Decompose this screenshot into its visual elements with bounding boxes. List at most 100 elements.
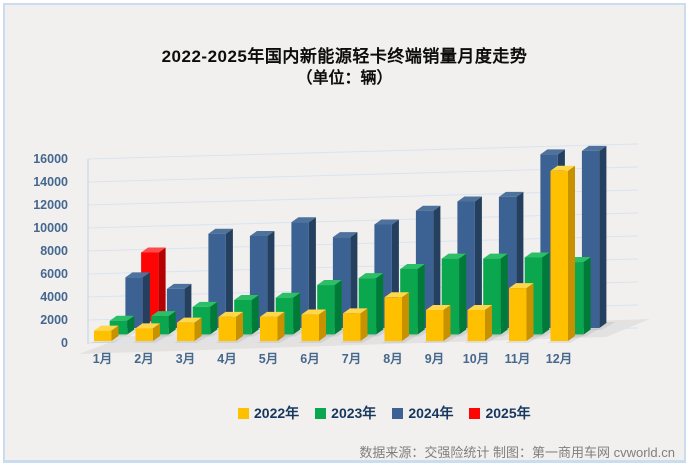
bar-side-2023年-5月 <box>293 292 301 335</box>
bar-top-2024年-10月 <box>498 191 524 197</box>
bar-side-2024年-2月 <box>184 283 192 328</box>
bar-top-2022年-4月 <box>218 311 243 317</box>
bar-top-2023年-3月 <box>192 301 218 307</box>
bar-side-2022年-1月 <box>111 325 119 341</box>
legend-label-2024: 2024年 <box>408 405 454 421</box>
bar-top-2024年-8月 <box>415 205 441 211</box>
legend-swatch-2025 <box>469 407 481 419</box>
bar-side-2022年-6月 <box>319 309 326 341</box>
bar-2022年-3月 <box>177 322 195 341</box>
bar-side-2023年-3月 <box>210 301 218 335</box>
bar-2022年-4月 <box>218 316 236 341</box>
x-tick-label: 12月 <box>546 352 572 366</box>
bar-side-2023年-9月 <box>459 253 467 335</box>
x-tick-label: 3月 <box>176 352 195 366</box>
bar-top-2023年-4月 <box>234 295 259 300</box>
bar-top-2024年-1月 <box>125 272 150 278</box>
bar-top-2023年-10月 <box>483 253 508 259</box>
bar-top-2022年-1月 <box>94 325 119 331</box>
bar-top-2024年-7月 <box>374 219 399 225</box>
bar-side-2024年-6月 <box>350 232 358 328</box>
y-tick-label: 16000 <box>33 152 68 166</box>
bar-side-2023年-12月 <box>583 257 591 335</box>
bar-side-2022年-3月 <box>194 317 202 341</box>
bar-side-2022年-10月 <box>485 304 492 341</box>
bar-side-2022年-12月 <box>568 165 575 341</box>
x-tick-label: 7月 <box>342 352 361 366</box>
bar-side-2024年-5月 <box>308 217 316 328</box>
bar-top-2023年-7月 <box>358 273 384 279</box>
legend-swatch-2022 <box>238 407 249 419</box>
y-tick-label: 4000 <box>40 290 68 304</box>
bar-top-2024年-6月 <box>332 232 358 238</box>
legend-item-2023: 2023年 <box>315 403 376 423</box>
bar-top-2023年-6月 <box>317 280 342 286</box>
bar-side-2022年-4月 <box>236 311 243 341</box>
bar-side-2022年-11月 <box>526 283 534 341</box>
bar-top-2024年-3月 <box>208 228 233 234</box>
bar-side-2023年-2月 <box>168 311 176 335</box>
bar-top-2024年-2月 <box>166 283 192 289</box>
bar-side-2024年-4月 <box>267 231 275 328</box>
bar-side-2022年-2月 <box>153 323 160 341</box>
y-tick-label: 8000 <box>40 244 68 258</box>
bar-top-2024年-11月 <box>540 149 565 155</box>
bar-2024年-1月 <box>125 277 143 328</box>
bar-top-2023年-2月 <box>151 311 176 317</box>
bar-top-2022年-3月 <box>177 317 202 323</box>
legend-swatch-2023 <box>315 407 327 419</box>
bar-side-2023年-7月 <box>376 273 384 335</box>
x-tick-label: 5月 <box>259 352 278 366</box>
bar-side-2022年-5月 <box>277 311 285 341</box>
bar-top-2024年-9月 <box>457 196 482 202</box>
bar-side-2023年-1月 <box>127 315 135 335</box>
bar-top-2022年-5月 <box>260 311 285 317</box>
chart-title: 2022-2025年国内新能源轻卡终端销量月度走势 <box>161 47 528 66</box>
y-tick-label: 6000 <box>40 267 68 281</box>
bar-side-2024年-8月 <box>433 205 441 328</box>
bar-2022年-6月 <box>301 314 319 341</box>
bar-top-2023年-8月 <box>400 263 425 269</box>
bar-top-2024年-4月 <box>249 231 275 236</box>
bar-top-2022年-10月 <box>467 304 492 310</box>
legend-item-2024: 2024年 <box>392 403 453 423</box>
y-tick-label: 10000 <box>33 221 68 235</box>
bar-2022年-11月 <box>509 288 527 341</box>
bar-side-2022年-8月 <box>402 292 409 341</box>
x-tick-label: 6月 <box>300 352 319 366</box>
bar-2022年-9月 <box>426 309 444 341</box>
bar-2022年-1月 <box>94 330 112 341</box>
bar-2022年-12月 <box>550 170 568 341</box>
bar-side-2024年-9月 <box>474 196 482 328</box>
bar-top-2023年-1月 <box>109 315 135 321</box>
bar-2022年-5月 <box>260 316 278 341</box>
bar-side-2024年-1月 <box>142 272 150 328</box>
legend-label-2022: 2022年 <box>254 405 300 421</box>
x-tick-label: 1月 <box>93 352 112 366</box>
bar-side-2024年-12月 <box>599 145 607 328</box>
x-tick-label: 11月 <box>505 352 531 366</box>
bar-2022年-2月 <box>135 328 153 341</box>
legend-label-2025: 2025年 <box>485 405 531 421</box>
bar-top-2022年-2月 <box>135 323 160 329</box>
bar-top-2022年-12月 <box>550 165 575 171</box>
bar-top-2022年-7月 <box>343 308 368 314</box>
y-tick-label: 2000 <box>40 313 68 327</box>
y-tick-label: 12000 <box>33 198 68 212</box>
chart-subtitle: （单位：辆） <box>296 70 393 88</box>
bar-top-2023年-11月 <box>524 252 550 258</box>
legend-swatch-2024 <box>392 407 404 419</box>
legend-item-2022: 2022年 <box>238 403 299 423</box>
bar-2022年-10月 <box>467 309 485 341</box>
legend-item-2025: 2025年 <box>469 403 531 423</box>
bar-side-2023年-10月 <box>500 253 508 335</box>
x-tick-label: 9月 <box>425 352 444 366</box>
bar-side-2023年-4月 <box>251 295 259 335</box>
bar-2022年-8月 <box>384 297 402 341</box>
bar-top-2023年-9月 <box>441 253 467 259</box>
bar-top-2023年-5月 <box>275 292 301 298</box>
bar-top-2022年-11月 <box>509 283 534 289</box>
bar-top-2024年-12月 <box>581 145 607 151</box>
x-tick-label: 10月 <box>463 352 489 366</box>
